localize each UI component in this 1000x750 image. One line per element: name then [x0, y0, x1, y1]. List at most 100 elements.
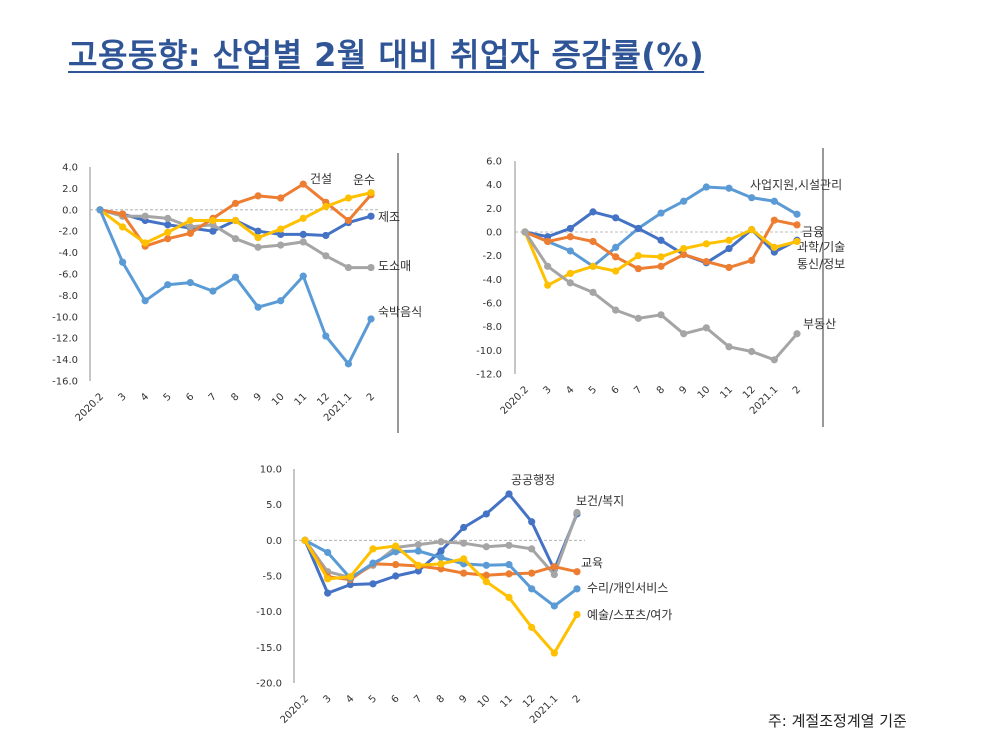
x-tick-label: 11 [293, 391, 310, 408]
x-tick-label: 4 [139, 391, 151, 403]
data-point [528, 545, 536, 553]
data-point [324, 575, 332, 583]
data-point [634, 252, 642, 260]
data-point [725, 263, 733, 272]
y-tick-label: -14.0 [52, 355, 78, 366]
data-point [186, 223, 194, 231]
x-tick-label: 7 [207, 391, 219, 403]
y-tick-label: -2.0 [58, 227, 78, 238]
x-tick-label: 2 [791, 384, 803, 396]
y-tick-label: -2.0 [482, 251, 502, 262]
data-point [550, 649, 558, 657]
x-tick-label: 4 [564, 384, 576, 396]
data-point [299, 272, 307, 280]
data-point [277, 230, 285, 239]
series-label: 과학/기술 [797, 240, 845, 254]
data-point [748, 347, 756, 356]
data-point [346, 573, 354, 581]
data-point [725, 236, 733, 244]
data-point [702, 183, 710, 191]
y-tick-label: -8.0 [58, 291, 78, 302]
data-point [748, 256, 756, 264]
data-point [544, 262, 552, 270]
data-point [141, 297, 149, 305]
data-point [657, 209, 665, 217]
y-tick-label: 2.0 [486, 204, 502, 215]
data-point [301, 536, 309, 544]
data-point [369, 559, 377, 567]
data-point [277, 297, 285, 305]
data-point [231, 273, 240, 281]
data-point [324, 548, 332, 557]
data-point [231, 216, 240, 225]
series-label: 제조 [378, 210, 400, 224]
x-tick-label: 10 [696, 384, 713, 401]
x-tick-label: 6 [390, 693, 402, 705]
data-point [770, 243, 778, 251]
data-point [322, 252, 330, 260]
data-point [369, 545, 377, 553]
data-point [566, 279, 574, 287]
data-point [367, 315, 375, 323]
series-label: 금융 [802, 225, 824, 239]
y-tick-label: -10.0 [52, 312, 78, 323]
data-point [254, 303, 262, 311]
data-point [369, 580, 377, 588]
data-point [164, 221, 172, 229]
data-point [392, 560, 400, 569]
data-point [725, 244, 733, 253]
data-point [550, 563, 558, 571]
x-tick-label: 6 [610, 384, 622, 396]
x-tick-label: 5 [367, 693, 379, 705]
y-tick-label: -10.0 [256, 607, 282, 618]
data-point [505, 570, 513, 578]
x-tick-label: 5 [587, 384, 599, 396]
data-point [680, 330, 688, 338]
data-point [505, 593, 513, 602]
series-label: 부동산 [803, 317, 836, 331]
data-point [414, 541, 422, 549]
y-tick-label: 4.0 [62, 163, 78, 174]
data-point [414, 567, 422, 575]
data-point [544, 237, 552, 246]
data-point [344, 216, 353, 225]
data-point [573, 585, 581, 593]
series-label: 숙박음식 [378, 305, 422, 319]
data-point [118, 223, 127, 231]
y-tick-label: 0.0 [62, 205, 78, 216]
data-point [793, 221, 801, 229]
data-point [634, 314, 642, 322]
data-point [725, 343, 733, 351]
data-point [770, 356, 778, 364]
data-point [612, 267, 620, 275]
y-tick-label: 6.0 [486, 157, 502, 168]
data-point [164, 281, 172, 289]
x-tick-label: 7 [412, 693, 424, 705]
x-tick-label: 11 [498, 693, 515, 710]
x-tick-label: 3 [116, 391, 128, 403]
x-tick-label: 9 [458, 693, 470, 705]
data-point [437, 547, 445, 555]
x-tick-label: 12 [741, 384, 758, 401]
data-point [299, 214, 307, 222]
series-label: 수리/개인서비스 [587, 581, 668, 595]
data-point [344, 360, 353, 368]
data-point [346, 580, 354, 589]
data-point [657, 262, 665, 270]
data-point [566, 247, 574, 255]
data-point [392, 548, 400, 556]
data-point [482, 543, 490, 551]
data-point [770, 197, 778, 205]
x-tick-label: 8 [655, 384, 667, 396]
data-point [460, 539, 468, 547]
series-label: 공공행정 [511, 472, 555, 487]
data-point [231, 235, 240, 243]
data-point [277, 194, 285, 202]
data-point [118, 258, 127, 266]
data-point [505, 541, 513, 549]
series-label: 예술/스포츠/여가 [587, 608, 672, 622]
data-point [482, 561, 490, 569]
x-tick-label: 5 [162, 391, 174, 403]
data-point [702, 324, 710, 332]
data-point [118, 210, 127, 218]
